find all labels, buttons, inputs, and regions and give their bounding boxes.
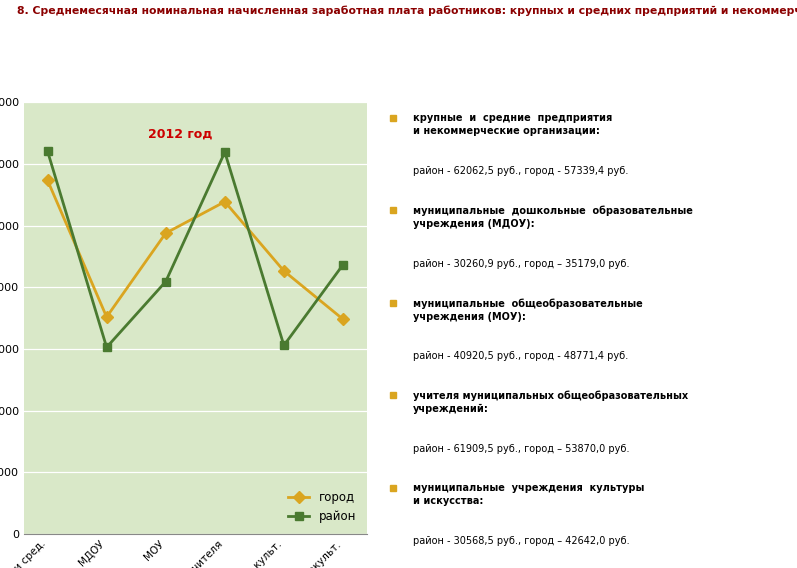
- Legend: город, район: город, район: [283, 487, 361, 528]
- район: [220, 149, 230, 156]
- город: [161, 229, 171, 236]
- Text: учителя муниципальных общеобразовательных
учреждений:: учителя муниципальных общеобразовательны…: [413, 391, 688, 414]
- район: [279, 342, 289, 349]
- город: [43, 177, 53, 183]
- Text: район - 30568,5 руб., город – 42642,0 руб.: район - 30568,5 руб., город – 42642,0 ру…: [413, 536, 630, 546]
- город: [279, 268, 289, 274]
- Text: 14: 14: [768, 554, 785, 567]
- Text: район - 30260,9 руб., город – 35179,0 руб.: район - 30260,9 руб., город – 35179,0 ру…: [413, 259, 630, 269]
- Text: муниципальные  дошкольные  образовательные
учреждения (МДОУ):: муниципальные дошкольные образовательные…: [413, 206, 693, 229]
- Text: муниципальные  учреждения  культуры
и искусства:: муниципальные учреждения культуры и иску…: [413, 483, 645, 506]
- Text: крупные  и  средние  предприятия
и некоммерческие организации:: крупные и средние предприятия и некоммер…: [413, 114, 612, 136]
- район: [338, 261, 347, 268]
- Text: 2012 год: 2012 год: [148, 127, 213, 140]
- район: [43, 148, 53, 154]
- город: [102, 314, 112, 320]
- район: [161, 278, 171, 285]
- Line: город: город: [43, 176, 347, 323]
- Text: 8. Среднемесячная номинальная начисленная заработная плата работников: крупных и: 8. Среднемесячная номинальная начисленна…: [18, 6, 797, 16]
- город: [220, 198, 230, 205]
- район: [102, 344, 112, 350]
- Text: район - 61909,5 руб., город – 53870,0 руб.: район - 61909,5 руб., город – 53870,0 ру…: [413, 444, 630, 454]
- Text: район - 62062,5 руб., город - 57339,4 руб.: район - 62062,5 руб., город - 57339,4 ру…: [413, 166, 628, 177]
- Text: муниципальные  общеобразовательные
учреждения (МОУ):: муниципальные общеобразовательные учрежд…: [413, 298, 643, 321]
- Text: район - 40920,5 руб., город - 48771,4 руб.: район - 40920,5 руб., город - 48771,4 ру…: [413, 351, 628, 361]
- Line: район: район: [43, 147, 347, 352]
- город: [338, 316, 347, 323]
